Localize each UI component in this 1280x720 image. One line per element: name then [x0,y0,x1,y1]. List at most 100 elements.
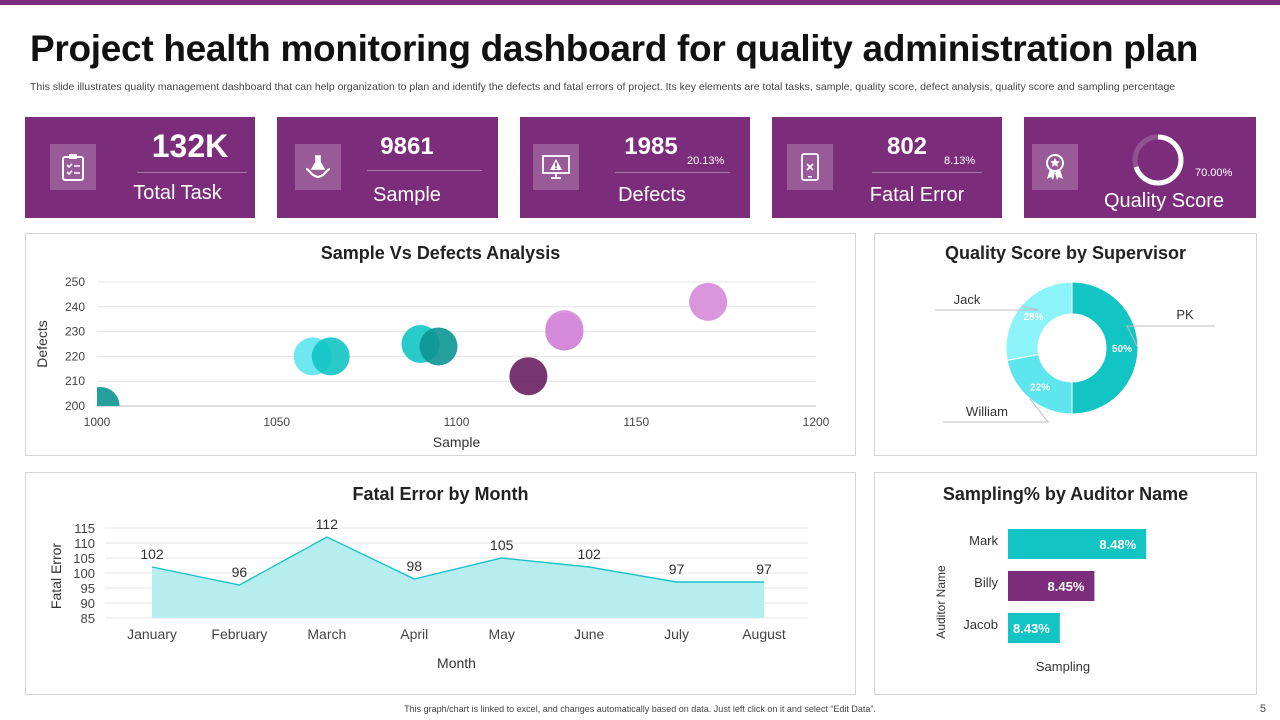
bar-chart-title: Sampling% by Auditor Name [942,484,1189,504]
mobile-error-icon [787,144,833,190]
kpi-total-task[interactable]: 132K Total Task [25,117,255,218]
bar-chart: 8.48% Mark 8.45% Billy 8.43% Jacob Sampling Aud… [934,529,1147,674]
scatter-xtick: 1150 [623,415,649,429]
kpi-defects-percent: 20.13% [687,155,725,167]
kpi-fatal-error-percent: 8.13% [944,155,976,167]
quality-score-ring [1132,134,1184,186]
area-data-label: 112 [316,516,339,532]
area-ytick: 105 [73,551,95,566]
area-line [151,536,764,586]
scatter-xtick: 1200 [803,415,830,429]
area-xtick: January [127,626,177,642]
bar-category-label: Billy [974,575,998,590]
scatter-point [419,327,458,366]
area-data-label: 97 [669,561,685,577]
scatter-point [545,310,584,349]
area-data-label: 98 [406,558,422,574]
hands-flask-icon [295,144,341,190]
kpi-quality-score-percent: 70.00% [1195,167,1233,179]
bar-jacob [1008,613,1060,643]
donut-category-label: PK [1176,307,1194,322]
kpi-quality-score[interactable]: 70.00% Quality Score [1024,117,1256,218]
donut-leader-line [1126,325,1215,349]
top-accent-bar [0,0,1280,5]
panel-sampling-by-auditor: Sampling% by Auditor Name 8.48% Mark 8.45%… [874,472,1257,695]
donut-value-label: 22% [1030,383,1050,394]
kpi-defects-value: 1985 [624,133,678,160]
bar-category-label: Mark [969,533,998,548]
page-number: 5 [1259,703,1266,715]
bar-value-label: 8.43% [1013,621,1050,636]
kpi-fatal-error[interactable]: 802 8.13% Fatal Error [772,117,1002,218]
scatter-ytick: 250 [65,275,85,289]
monitor-warning-icon [533,144,579,190]
kpi-divider [367,170,482,171]
scatter-ytick: 200 [65,399,85,413]
scatter-ytick: 210 [65,374,85,388]
scatter-xtick: 1050 [263,415,290,429]
donut-value-label: 28% [1023,312,1043,323]
bar-billy [1008,571,1095,601]
scatter-ytick: 220 [65,349,85,363]
scatter-xtick: 1100 [444,415,470,429]
area-xtick: May [488,626,514,642]
kpi-sample[interactable]: 9861 Sample [277,117,498,218]
scatter-ytick: 230 [65,325,85,339]
area-data-label: 105 [490,537,514,553]
area-ytick: 110 [74,536,95,551]
panel-quality-by-supervisor: Quality Score by Supervisor 50% 22% 28% PK W… [874,233,1257,456]
area-xtick: February [211,626,267,642]
bar-mark [1008,529,1147,559]
scatter-xtick: 1000 [84,415,111,429]
area-ytick: 95 [81,581,95,596]
page-title: Project health monitoring dashboard for … [30,28,1199,69]
donut-chart-title: Quality Score by Supervisor [944,243,1187,263]
kpi-sample-label: Sample [373,184,441,206]
bar-category-label: Jacob [963,617,998,632]
area-fill [152,537,764,618]
award-medal-icon [1032,144,1078,190]
donut-category-label: Jack [954,292,981,307]
bar-y-label: Auditor Name [934,565,948,639]
scatter-x-label: Sample [433,434,481,450]
scatter-ytick: 240 [65,300,85,314]
donut-leader-line [935,305,1040,311]
kpi-divider [872,172,982,173]
panel-fatal-error-by-month: Fatal Error by Month 85 90 95 100 105 110 115 1… [25,472,856,695]
area-ytick: 115 [74,521,95,536]
kpi-divider [137,172,247,173]
scatter-points [97,282,728,406]
footer-note: This graph/chart is linked to excel, and… [404,704,876,714]
area-xtick: August [742,626,786,642]
quality-score-arc [1132,134,1184,186]
area-xtick: March [307,626,346,642]
kpi-total-task-label: Total Task [133,182,222,204]
area-ytick: 100 [73,566,95,581]
area-data-label: 97 [756,561,772,577]
donut-chart: 50% 22% 28% PK William Jack [935,281,1215,423]
scatter-chart-title: Sample Vs Defects Analysis [320,243,561,263]
donut-category-label: William [966,404,1008,419]
kpi-sample-value: 9861 [380,133,434,160]
kpi-total-task-value: 132K [151,128,229,164]
donut-slice-jack [1005,281,1073,361]
area-xtick: June [574,626,605,642]
area-data-label: 96 [232,564,248,580]
kpi-defects[interactable]: 1985 20.13% Defects [520,117,750,218]
area-ytick: 90 [81,596,95,611]
scatter-y-label: Defects [34,320,50,367]
panel-sample-vs-defects: Sample Vs Defects Analysis 200 210 220 230 2… [25,233,856,456]
donut-leader-line [943,398,1050,423]
area-data-label: 102 [140,546,164,562]
area-chart-title: Fatal Error by Month [352,484,529,504]
bar-x-label: Sampling [1036,659,1090,674]
kpi-divider [615,172,730,173]
page-subtitle: This slide illustrates quality managemen… [30,81,1176,93]
area-xtick: April [400,626,428,642]
donut-value-label: 50% [1112,344,1132,355]
area-xtick: July [664,626,689,642]
kpi-fatal-error-value: 802 [886,133,928,160]
area-y-label: Fatal Error [48,543,64,609]
donut-slice-pk [1071,281,1139,415]
